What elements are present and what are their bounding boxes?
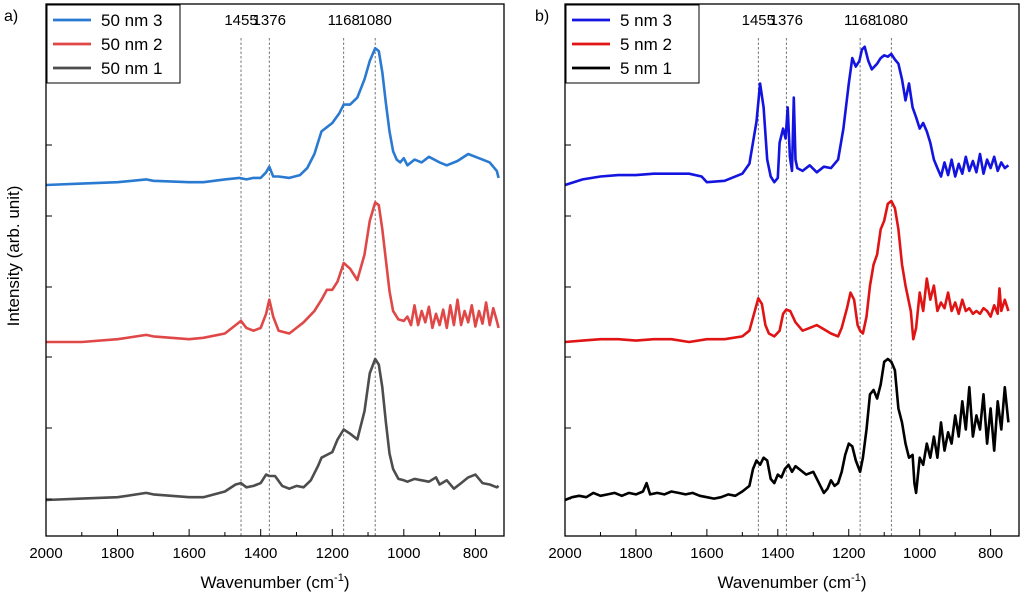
x-tick-label: 1200	[316, 545, 349, 562]
y-axis-label: Intensity (arb. unit)	[4, 186, 23, 327]
x-tick-label: 2000	[548, 545, 581, 562]
x-tick-label: 800	[463, 545, 488, 562]
legend-label: 50 nm 2	[101, 35, 162, 54]
legend-label: 50 nm 1	[101, 59, 162, 78]
x-axis-label-sup: -1	[851, 572, 861, 584]
x-tick-label: 1800	[619, 545, 652, 562]
series-line-50-nm-1	[45, 357, 500, 502]
peak-label: 1376	[253, 12, 286, 29]
x-axis-label: Wavenumber (cm-1)	[201, 572, 350, 592]
peak-label: 1168	[328, 12, 360, 29]
x-axis-label-main: Wavenumber (cm	[718, 573, 852, 592]
x-tick-label: 1000	[903, 545, 936, 562]
plot-frame	[45, 3, 505, 537]
x-tick-label: 1600	[172, 545, 205, 562]
panel-label: b)	[535, 8, 549, 25]
x-tick-label: 1800	[101, 545, 134, 562]
x-tick-label: 1400	[244, 545, 277, 562]
x-tick-label: 800	[978, 545, 1003, 562]
peak-label: 1376	[770, 12, 803, 29]
legend-label: 5 nm 2	[620, 35, 672, 54]
legend-label: 5 nm 3	[620, 11, 672, 30]
peak-label: 1080	[875, 12, 908, 29]
x-axis-label: Wavenumber (cm-1)	[718, 572, 867, 592]
x-tick-label: 1200	[832, 545, 865, 562]
peak-label: 1168	[844, 12, 876, 29]
series-line-50-nm-2	[46, 201, 500, 344]
x-axis-label-end: )	[344, 573, 350, 592]
x-axis-label-end: )	[861, 573, 867, 592]
peak-label: 1455	[224, 12, 257, 29]
panel-label: a)	[4, 8, 18, 25]
series-line-5-nm-1	[564, 357, 1010, 502]
plot-frame	[564, 3, 1020, 537]
series-line-5-nm-2	[564, 199, 1010, 344]
legend-label: 50 nm 3	[101, 11, 162, 30]
x-tick-label: 2000	[29, 545, 62, 562]
peak-label: 1080	[359, 12, 392, 29]
x-tick-label: 1600	[690, 545, 723, 562]
series-line-5-nm-3	[564, 45, 1010, 187]
peak-label: 1455	[742, 12, 775, 29]
x-tick-label: 1000	[387, 545, 420, 562]
series-line-50-nm-3	[45, 46, 500, 187]
x-axis-label-sup: -1	[334, 572, 344, 584]
x-tick-label: 1400	[761, 545, 794, 562]
legend-label: 5 nm 1	[620, 59, 672, 78]
x-axis-label-main: Wavenumber (cm	[201, 573, 335, 592]
